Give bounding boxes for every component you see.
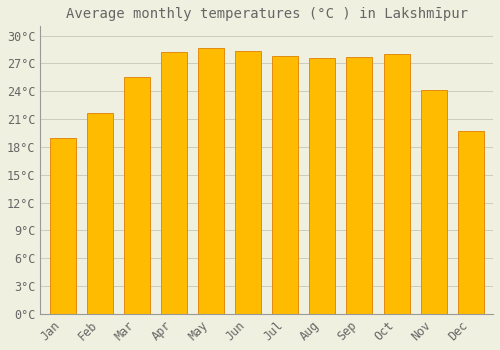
Bar: [346, 57, 372, 314]
Bar: [86, 113, 113, 314]
Title: Average monthly temperatures (°C ) in Lakshmīpur: Average monthly temperatures (°C ) in La…: [66, 7, 468, 21]
Bar: [310, 58, 336, 314]
Bar: [420, 90, 446, 314]
Bar: [198, 48, 224, 314]
Bar: [458, 131, 484, 314]
Bar: [235, 51, 261, 314]
Bar: [272, 56, 298, 314]
Bar: [50, 138, 76, 314]
Bar: [384, 54, 409, 314]
Bar: [161, 52, 187, 314]
Bar: [124, 77, 150, 314]
